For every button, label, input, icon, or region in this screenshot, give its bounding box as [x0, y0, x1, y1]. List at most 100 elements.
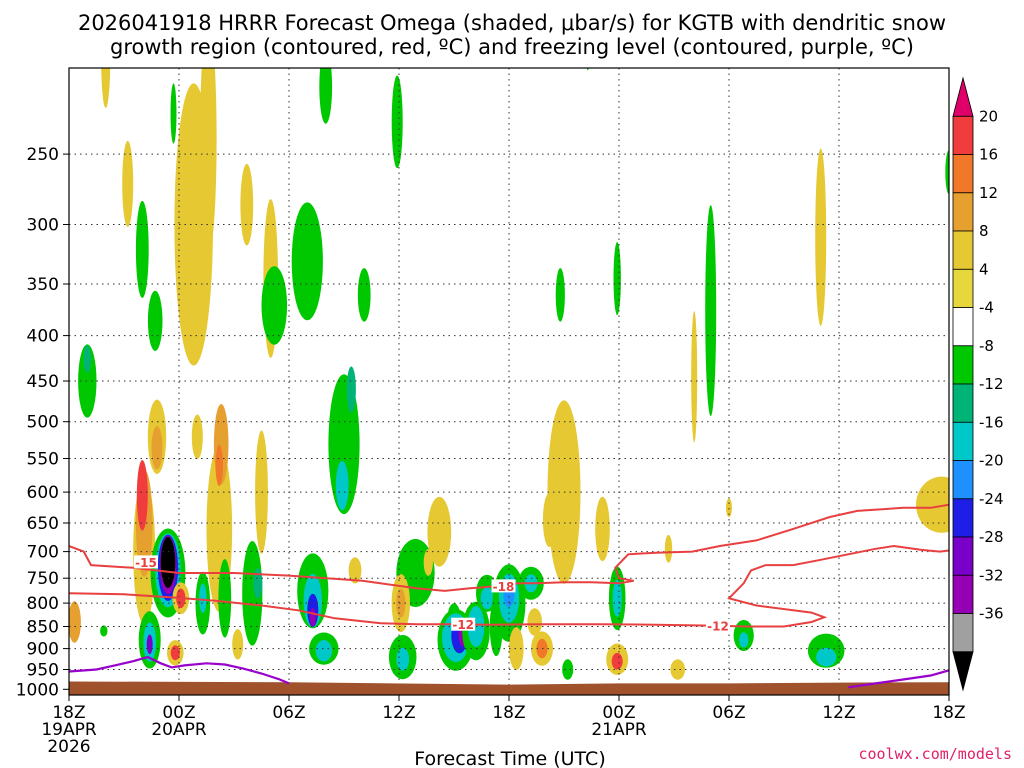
- omega-cell-93: [664, 534, 673, 563]
- dgz-label-3: -18: [493, 580, 515, 594]
- chart-title-line-1: 2026041918 HRRR Forecast Omega (shaded, …: [78, 11, 946, 35]
- omega-cell-5: [122, 140, 134, 227]
- omega-cell-94: [670, 659, 685, 680]
- colorbar-segment-4: [952, 230, 974, 270]
- colorbar-label-4: 4: [979, 260, 989, 278]
- omega-cell-101: [816, 647, 837, 667]
- dgz-label-1: -12: [452, 618, 474, 632]
- omega-cell-3: [101, 68, 111, 108]
- y-tick-label-400: 400: [27, 327, 59, 347]
- dgz-label-bg-1: [451, 617, 476, 631]
- omega-cell-92: [611, 652, 623, 670]
- colorbar-segment-8: [952, 383, 974, 423]
- omega-cell-15: [146, 634, 153, 655]
- colorbar-segment-14: [952, 613, 974, 653]
- dendritic-growth-contours: -15 -12 -12 -18: [69, 503, 949, 634]
- omega-cell-38: [253, 568, 263, 599]
- colorbar-label-10: -24: [979, 490, 1004, 508]
- y-tick-label-950: 950: [27, 661, 59, 681]
- omega-cell-30: [199, 583, 207, 613]
- x-tick-label-0-2: 2026: [47, 737, 90, 757]
- omega-cell-96: [705, 205, 717, 417]
- chart-title-line-2: growth region (contoured, red, ºC) and f…: [110, 35, 914, 59]
- dgz-line-1: [69, 544, 949, 628]
- freezing-level-line-1: [848, 669, 949, 689]
- colorbar-label-1: 16: [979, 146, 998, 164]
- colorbar-segment-5: [952, 268, 974, 308]
- omega-cell-41: [261, 266, 288, 345]
- freezing-level-line-0: [69, 655, 290, 685]
- omega-cell-28: [200, 68, 217, 255]
- x-tick-label-36-0: 06Z: [712, 703, 745, 723]
- y-tick-label-450: 450: [27, 372, 59, 392]
- colorbar-segment-2: [952, 154, 974, 194]
- omega-cell-34: [218, 559, 232, 638]
- plot-area: -15 -12 -12 -18: [68, 67, 950, 696]
- omega-cell-0: [69, 601, 81, 643]
- omega-cell-95: [691, 311, 698, 443]
- omega-cell-20: [160, 536, 176, 588]
- x-axis-title: Forecast Time (UTC): [414, 748, 605, 768]
- x-tick-label-30-1: 21APR: [591, 720, 647, 740]
- x-tick-label-6-0: 00Z: [162, 703, 195, 723]
- dgz-label-2: -12: [707, 620, 729, 634]
- dgz-label-bg-3: [491, 579, 516, 593]
- y-tick-label-350: 350: [27, 275, 59, 295]
- omega-cell-33: [215, 444, 223, 487]
- omega-cell-79: [527, 608, 542, 636]
- omega-colorbar: 20 16 12 8 4 -4 -8 -12 -16 -20 -24 -28 -32 -36: [952, 76, 1004, 692]
- y-tick-label-800: 800: [27, 594, 59, 614]
- colorbar-label-6: -8: [979, 337, 994, 355]
- omega-cell-36: [232, 629, 244, 660]
- dgz-label-bg-2: [706, 619, 730, 633]
- colorbar-segment-6: [952, 307, 974, 347]
- x-tick-label-42-0: 12Z: [822, 703, 855, 723]
- omega-cell-83: [555, 268, 565, 322]
- x-tick-label-6-1: 20APR: [151, 720, 207, 740]
- omega-cell-48: [315, 640, 332, 662]
- colorbar-segment-11: [952, 498, 974, 538]
- omega-cell-102: [815, 148, 827, 326]
- colorbar-segment-13: [952, 574, 974, 614]
- colorbar-segment-9: [952, 421, 974, 461]
- omega-cell-2: [83, 345, 92, 373]
- omega-cell-9: [136, 460, 148, 531]
- colorbar-segment-10: [952, 460, 974, 500]
- x-tick-label-0-1: 19APR: [41, 720, 97, 740]
- x-tick-label-12-0: 06Z: [272, 703, 305, 723]
- x-tick-label-18-0: 12Z: [382, 703, 415, 723]
- y-tick-label-300: 300: [27, 216, 59, 236]
- ground-fill: [69, 681, 949, 695]
- omega-cell-24: [170, 645, 180, 661]
- colorbar-label-13: -36: [979, 605, 1004, 623]
- y-tick-label-550: 550: [27, 450, 59, 470]
- omega-cell-4: [100, 625, 108, 637]
- omega-cell-104: [945, 150, 949, 195]
- y-tick-label-500: 500: [27, 413, 59, 433]
- y-tick-label-850: 850: [27, 618, 59, 638]
- x-tick-label-0-0: 18Z: [52, 703, 85, 723]
- colorbar-label-11: -28: [979, 528, 1004, 546]
- y-tick-label-250: 250: [27, 145, 59, 165]
- omega-cell-46: [309, 608, 316, 627]
- omega-cell-1: [78, 344, 97, 418]
- colorbar-label-2: 12: [979, 184, 998, 202]
- x-tick-label-24-0: 18Z: [492, 703, 525, 723]
- colorbar-segment-0: [952, 76, 974, 117]
- y-tick-label-900: 900: [27, 640, 59, 660]
- omega-cell-51: [335, 461, 349, 511]
- omega-cell-54: [357, 268, 371, 322]
- colorbar-label-7: -12: [979, 375, 1004, 393]
- ground-layer: [69, 681, 949, 695]
- omega-cell-57: [396, 647, 410, 671]
- y-tick-label-750: 750: [27, 569, 59, 589]
- dgz-label-0: -15: [135, 556, 157, 570]
- omega-cell-89: [612, 580, 622, 617]
- omega-cell-27: [191, 414, 203, 460]
- x-tick-label-30-0: 00Z: [602, 703, 635, 723]
- colorbar-segment-7: [952, 345, 974, 385]
- omega-cell-37: [242, 541, 263, 646]
- colorbar-segment-12: [952, 536, 974, 576]
